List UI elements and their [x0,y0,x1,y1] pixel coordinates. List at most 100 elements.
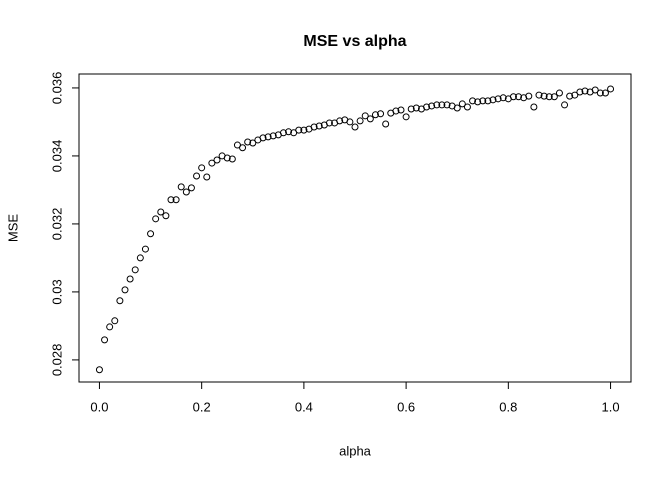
point [566,92,574,100]
point [177,183,185,191]
point [300,126,308,134]
y-tick-label: 0.03 [49,279,64,304]
point [356,117,364,125]
x-tick-label: 1.0 [602,399,620,414]
point [407,105,415,113]
point [530,103,538,111]
point [213,156,221,164]
point [499,94,507,102]
x-tick-label: 0.6 [397,399,415,414]
point [550,93,558,101]
point [279,129,287,137]
point [397,106,405,114]
point [581,87,589,95]
point [310,123,318,131]
point [264,133,272,141]
y-tick-label: 0.036 [49,72,64,105]
point [469,97,477,105]
point [453,104,461,112]
point [126,275,134,283]
point [182,188,190,196]
point [540,92,548,100]
point [136,254,144,262]
point [438,101,446,109]
chart-title: MSE vs alpha [303,33,406,50]
point [484,97,492,105]
x-tick-label: 0.2 [193,399,211,414]
point [515,93,523,101]
y-axis-label: MSE [5,214,20,243]
point [402,113,410,121]
point [601,89,609,97]
point [131,266,139,274]
point [259,134,267,142]
point [463,103,471,111]
point [607,85,615,93]
point [162,212,170,220]
point [494,95,502,103]
x-tick-label: 0.4 [295,399,313,414]
point [315,122,323,130]
point [591,86,599,94]
y-tick-label: 0.032 [49,208,64,241]
point [116,297,124,305]
point [203,173,211,181]
point [576,88,584,96]
point [157,208,165,216]
point [382,120,390,128]
point [208,159,216,167]
point [561,101,569,109]
point [423,103,431,111]
y-tick-label: 0.028 [49,344,64,377]
point [479,97,487,105]
x-tick-label: 0.8 [499,399,517,414]
point [228,155,236,163]
plot-box [78,73,632,383]
y-tick-label: 0.034 [49,140,64,173]
point [198,164,206,172]
point [509,93,517,101]
point [239,144,247,152]
point [249,139,257,147]
point [106,323,114,331]
point [377,110,385,118]
point [95,366,103,374]
point [412,104,420,112]
point [371,111,379,119]
point [325,119,333,127]
point [392,107,400,115]
point [596,89,604,97]
point [525,92,533,100]
point [147,230,155,238]
point [571,91,579,99]
point [121,286,129,294]
point [443,101,451,109]
point [351,123,359,131]
point [101,336,109,344]
point [545,93,553,101]
point [366,115,374,123]
point [152,215,160,223]
point [458,100,466,108]
point [285,128,293,136]
point [111,317,119,325]
point [223,154,231,162]
point [244,138,252,146]
point [172,196,180,204]
point [428,102,436,110]
point [193,172,201,180]
x-axis-label: alpha [339,443,372,458]
point [433,101,441,109]
point [336,117,344,125]
point [141,245,149,253]
point [489,96,497,104]
point [361,112,369,120]
point [187,184,195,192]
point [269,132,277,140]
point [167,196,175,204]
point [295,126,303,134]
point [535,91,543,99]
point [474,98,482,106]
